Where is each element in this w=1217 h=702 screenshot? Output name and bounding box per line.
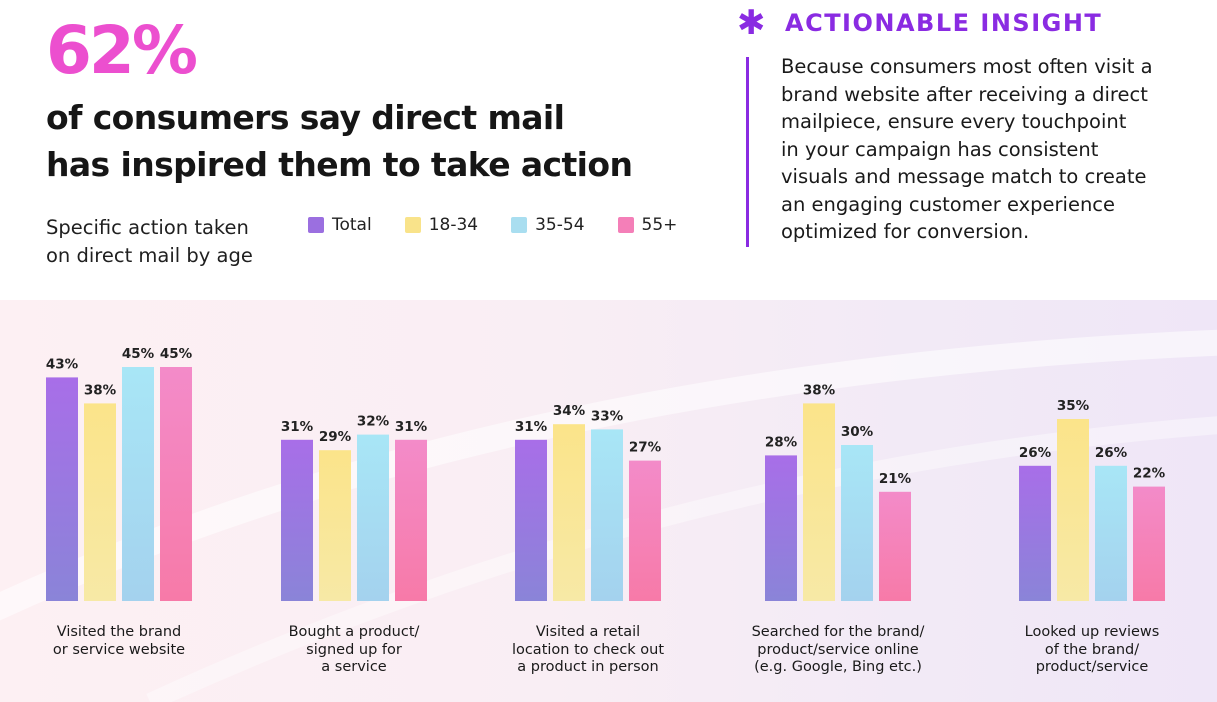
category-label-line: Visited a retail bbox=[535, 624, 641, 640]
category-label-line: Searched for the brand/ bbox=[751, 624, 925, 640]
bar-35-54-cat-3 bbox=[591, 429, 623, 601]
bar-35-54-cat-5 bbox=[1095, 465, 1127, 601]
insight-line: in your campaign has consistent bbox=[781, 137, 1099, 161]
category-label-5: Looked up reviews of the brand/product/se… bbox=[992, 624, 1192, 677]
bar-35-54-cat-1 bbox=[122, 367, 154, 601]
data-label-35-54-cat-1: 45% bbox=[122, 346, 155, 362]
data-label-55-plus-cat-5: 22% bbox=[1133, 466, 1166, 482]
data-label-total-cat-5: 26% bbox=[1019, 445, 1052, 461]
data-label-35-54-cat-5: 26% bbox=[1095, 445, 1128, 461]
legend-item-55-plus: 55+ bbox=[617, 215, 678, 235]
category-label-line: product/service bbox=[1035, 659, 1149, 675]
legend-label-35-54: 35-54 bbox=[535, 215, 585, 235]
legend-label-total: Total bbox=[332, 215, 372, 235]
category-label-line: product/service online bbox=[757, 641, 919, 658]
insight-divider bbox=[746, 57, 749, 247]
category-label-line: a service bbox=[321, 659, 387, 675]
data-label-35-54-cat-3: 33% bbox=[591, 408, 624, 424]
asterisk-icon: ✱ bbox=[737, 3, 767, 43]
data-label-18-34-cat-5: 35% bbox=[1057, 398, 1090, 414]
legend-swatch-55-plus bbox=[617, 217, 634, 233]
category-label-line: Looked up reviews bbox=[1024, 624, 1160, 640]
insight-line: optimized for conversion. bbox=[781, 220, 1030, 243]
category-label-line: a product in person bbox=[517, 659, 659, 675]
data-label-total-cat-4: 28% bbox=[765, 434, 798, 450]
legend-swatch-total bbox=[308, 217, 324, 233]
bar-18-34-cat-2 bbox=[319, 450, 351, 601]
category-label-line: signed up for bbox=[306, 641, 402, 658]
data-label-18-34-cat-4: 38% bbox=[803, 382, 836, 398]
chart-subtitle-line-2: on direct mail by age bbox=[46, 244, 253, 267]
insight-body: Because consumers most often visit a bra… bbox=[781, 53, 1186, 246]
data-label-55-plus-cat-4: 21% bbox=[879, 471, 912, 487]
bar-55-plus-cat-3 bbox=[629, 460, 661, 601]
bar-total-cat-4 bbox=[765, 455, 797, 601]
data-label-total-cat-1: 43% bbox=[46, 356, 79, 372]
data-label-18-34-cat-1: 38% bbox=[84, 382, 117, 398]
data-label-35-54-cat-4: 30% bbox=[841, 424, 874, 440]
bar-total-cat-3 bbox=[515, 439, 547, 601]
bar-18-34-cat-4 bbox=[803, 403, 835, 601]
category-label-line: of the brand/ bbox=[1044, 641, 1140, 658]
category-label-3: Visited a retail location to check out a p… bbox=[488, 624, 688, 677]
bar-55-plus-cat-2 bbox=[395, 439, 427, 601]
insight-line: visuals and message match to create bbox=[781, 165, 1147, 188]
legend-item-18-34: 18-34 bbox=[404, 215, 479, 235]
chart-background bbox=[0, 300, 1217, 702]
category-label-line: or service website bbox=[52, 641, 186, 658]
data-label-55-plus-cat-3: 27% bbox=[629, 440, 662, 456]
insight-line: brand website after receiving a direct bbox=[781, 82, 1148, 106]
category-label-1: Visited the brand or service website bbox=[19, 624, 219, 659]
insight-line: mailpiece, ensure every touchpoint bbox=[781, 110, 1127, 133]
category-label-line: (e.g. Google, Bing etc.) bbox=[754, 659, 922, 675]
legend-swatch-35-54 bbox=[511, 217, 528, 233]
category-label-line: location to check out bbox=[511, 641, 665, 658]
legend-label-18-34: 18-34 bbox=[428, 215, 479, 235]
data-label-18-34-cat-3: 34% bbox=[553, 403, 586, 419]
bar-18-34-cat-1 bbox=[84, 403, 116, 601]
category-label-4: Searched for the brand/product/service o… bbox=[738, 624, 938, 677]
insight-title-text: ACTIONABLE INSIGHT bbox=[785, 9, 1103, 37]
legend-item-35-54: 35-54 bbox=[511, 215, 585, 235]
data-label-18-34-cat-2: 29% bbox=[319, 429, 352, 445]
data-label-55-plus-cat-1: 45% bbox=[160, 346, 193, 362]
bar-total-cat-2 bbox=[281, 439, 313, 601]
legend-label-55-plus: 55+ bbox=[641, 215, 678, 235]
headline-stat: 62% bbox=[46, 12, 198, 89]
chart-subtitle: Specific action taken on direct mail by … bbox=[46, 214, 253, 270]
insight-title: ✱ ACTIONABLE INSIGHT bbox=[737, 6, 1102, 40]
chart-subtitle-line-1: Specific action taken bbox=[46, 216, 249, 239]
category-label-line: Visited the brand bbox=[56, 624, 182, 640]
bar-35-54-cat-2 bbox=[357, 434, 389, 601]
headline-line-1: of consumers say direct mail bbox=[46, 98, 565, 137]
bar-35-54-cat-4 bbox=[841, 445, 873, 601]
data-label-55-plus-cat-2: 31% bbox=[395, 419, 428, 435]
bar-total-cat-1 bbox=[46, 377, 78, 601]
headline-text: of consumers say direct mail has inspire… bbox=[46, 94, 633, 188]
insight-line: Because consumers most often visit a bbox=[781, 55, 1153, 78]
bar-55-plus-cat-4 bbox=[879, 491, 911, 601]
data-label-total-cat-3: 31% bbox=[515, 419, 548, 435]
bar-55-plus-cat-5 bbox=[1133, 486, 1165, 601]
legend-item-total: Total bbox=[308, 215, 372, 235]
data-label-35-54-cat-2: 32% bbox=[357, 414, 390, 430]
bar-18-34-cat-3 bbox=[553, 424, 585, 601]
bar-18-34-cat-5 bbox=[1057, 419, 1089, 601]
legend-swatch-18-34 bbox=[404, 217, 421, 233]
background-swoosh bbox=[0, 329, 1217, 702]
bar-55-plus-cat-1 bbox=[160, 367, 192, 601]
chart-legend: Total 18-34 35-54 55+ bbox=[308, 215, 710, 235]
insight-line: an engaging customer experience bbox=[781, 192, 1116, 216]
data-label-total-cat-2: 31% bbox=[281, 419, 314, 435]
bar-total-cat-5 bbox=[1019, 465, 1051, 601]
category-label-line: Bought a product/ bbox=[288, 624, 420, 640]
category-label-2: Bought a product/signed up for a service bbox=[254, 624, 454, 677]
bar-chart: 43% 38% 45% 45% 31% 29% 32% 31% 31% 34% 33% 27% 28% 3… bbox=[46, 346, 1166, 601]
headline-line-2: has inspired them to take action bbox=[46, 145, 633, 184]
